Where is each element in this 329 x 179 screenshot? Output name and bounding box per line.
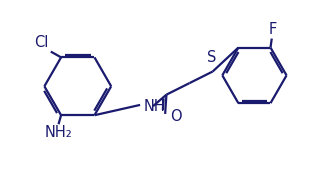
Text: Cl: Cl bbox=[34, 35, 48, 50]
Text: S: S bbox=[207, 50, 216, 65]
Text: NH₂: NH₂ bbox=[45, 125, 72, 141]
Text: NH: NH bbox=[143, 99, 165, 114]
Text: F: F bbox=[268, 22, 277, 37]
Text: O: O bbox=[170, 109, 182, 124]
